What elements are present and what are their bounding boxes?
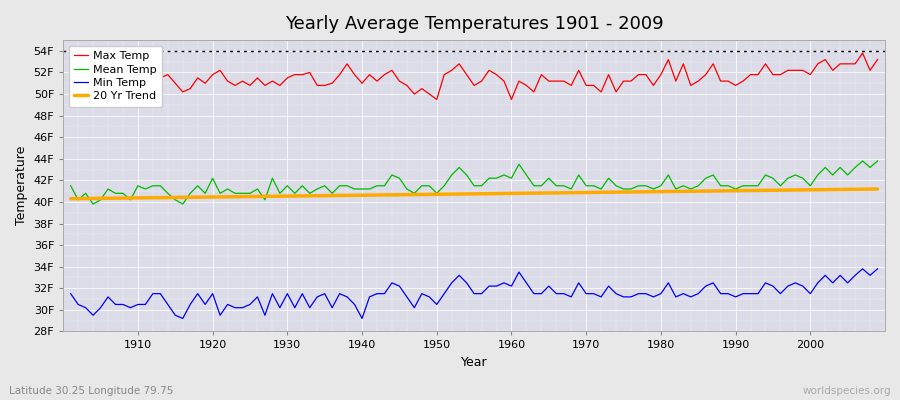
Min Temp: [66, 291, 77, 296]
Min Temp: [857, 266, 868, 271]
Mean Temp: [297, 183, 308, 188]
Line: Min Temp: Min Temp: [71, 269, 878, 318]
Line: Max Temp: Max Temp: [71, 53, 878, 100]
Max Temp: [125, 94, 136, 99]
Max Temp: [506, 97, 517, 102]
Min Temp: [297, 291, 308, 296]
Mean Temp: [514, 162, 525, 166]
Mean Temp: [857, 158, 868, 163]
Mean Temp: [87, 202, 98, 206]
Mean Temp: [872, 158, 883, 163]
Title: Yearly Average Temperatures 1901 - 2009: Yearly Average Temperatures 1901 - 2009: [284, 15, 663, 33]
Min Temp: [872, 266, 883, 271]
Min Temp: [603, 284, 614, 288]
Max Temp: [66, 70, 77, 75]
Min Temp: [125, 305, 136, 310]
Max Temp: [431, 97, 442, 102]
Mean Temp: [603, 176, 614, 181]
Min Temp: [514, 270, 525, 274]
Text: Latitude 30.25 Longitude 79.75: Latitude 30.25 Longitude 79.75: [9, 386, 174, 396]
Mean Temp: [506, 176, 517, 181]
Max Temp: [603, 72, 614, 77]
Min Temp: [177, 316, 188, 321]
Line: Mean Temp: Mean Temp: [71, 161, 878, 204]
Text: worldspecies.org: worldspecies.org: [803, 386, 891, 396]
Legend: Max Temp, Mean Temp, Min Temp, 20 Yr Trend: Max Temp, Mean Temp, Min Temp, 20 Yr Tre…: [68, 46, 162, 107]
Max Temp: [872, 57, 883, 62]
Min Temp: [342, 294, 353, 299]
Y-axis label: Temperature: Temperature: [15, 146, 28, 226]
Mean Temp: [342, 183, 353, 188]
Max Temp: [334, 72, 345, 77]
X-axis label: Year: Year: [461, 356, 488, 369]
Min Temp: [506, 284, 517, 288]
Max Temp: [514, 79, 525, 84]
Mean Temp: [132, 183, 143, 188]
Max Temp: [290, 72, 301, 77]
Mean Temp: [66, 183, 77, 188]
Max Temp: [857, 51, 868, 56]
